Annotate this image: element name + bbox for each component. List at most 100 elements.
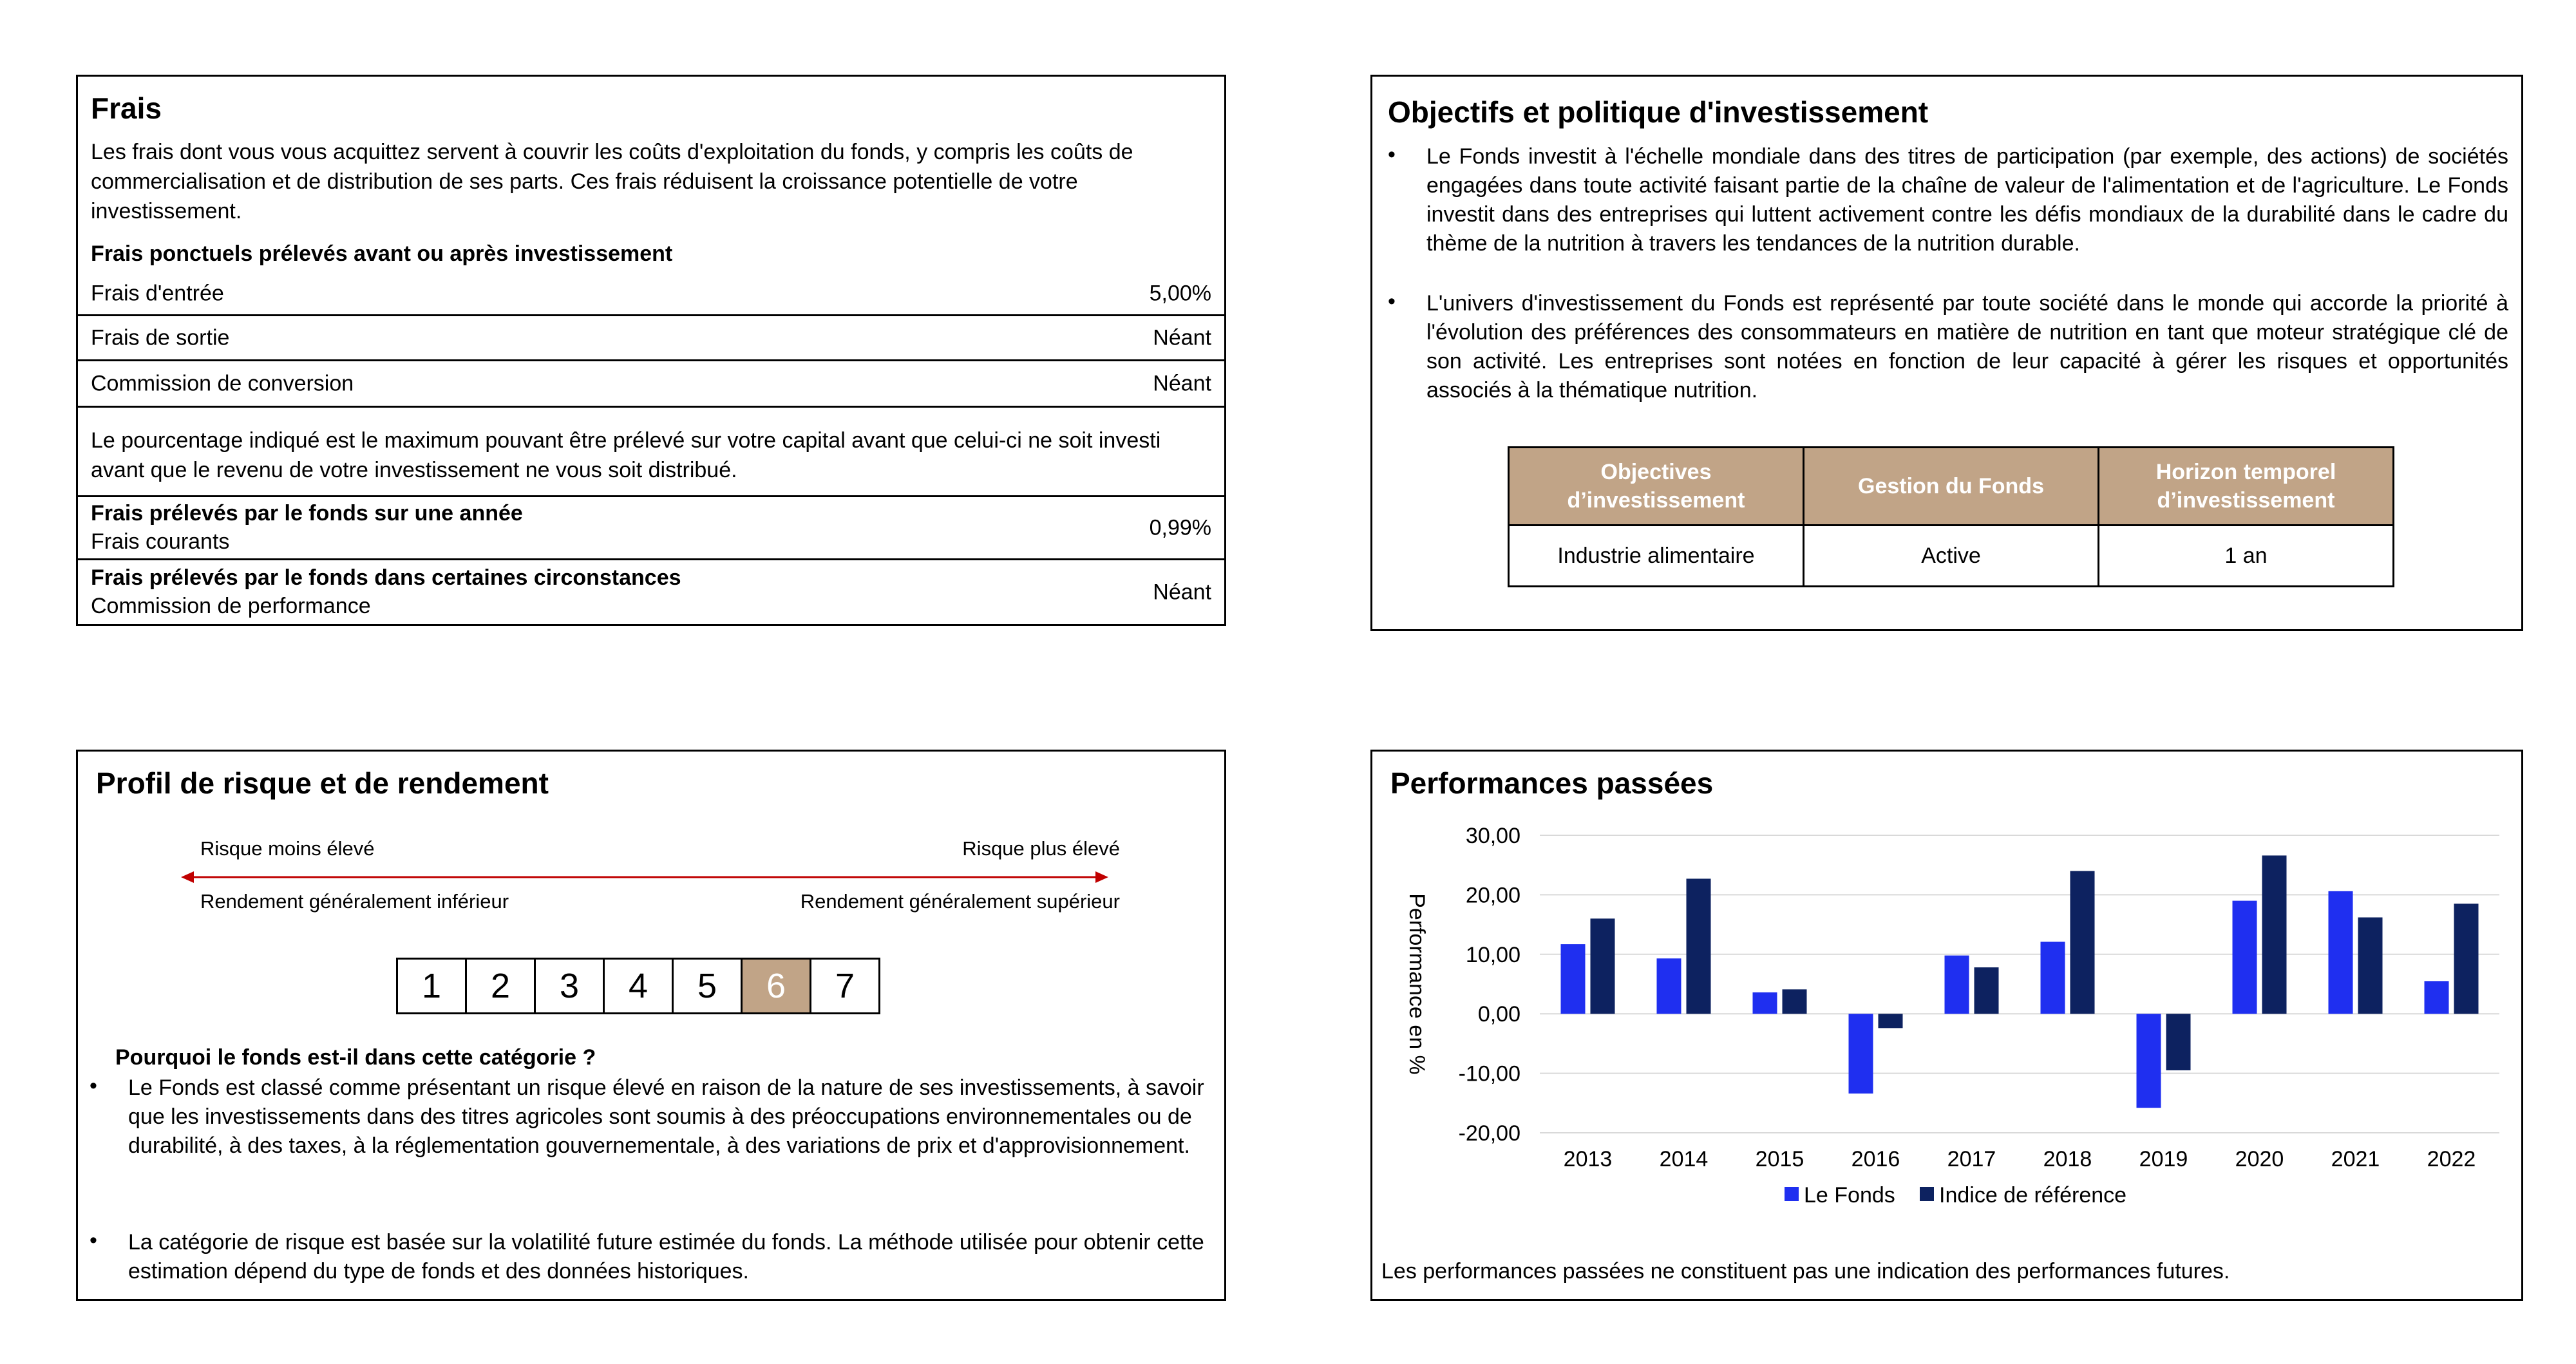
frais-sortie-value: Néant xyxy=(1153,325,1211,350)
risk-level-2: 2 xyxy=(465,958,536,1014)
bar-fund-2017 xyxy=(1944,955,1969,1014)
bar-fund-2022 xyxy=(2424,981,2449,1014)
legend-label: Le Fonds xyxy=(1804,1183,1895,1208)
x-tick-label: 2019 xyxy=(2139,1147,2188,1171)
legend-label: Indice de référence xyxy=(1939,1183,2126,1208)
risk-high-label: Risque plus élevé xyxy=(962,837,1120,860)
objectifs-table-cell-horizon: 1 an xyxy=(2098,524,2394,587)
risk-level-4: 4 xyxy=(603,958,674,1014)
bar-fund-2016 xyxy=(1848,1014,1873,1094)
bullet-icon: • xyxy=(90,1074,97,1098)
objectifs-table-header-gestion: Gestion du Fonds xyxy=(1803,446,2099,526)
risk-low-label: Risque moins élevé xyxy=(200,837,375,860)
x-tick-label: 2014 xyxy=(1660,1147,1709,1171)
profil-title: Profil de risque et de rendement xyxy=(96,766,549,800)
bar-index-2017 xyxy=(1974,967,1999,1014)
frais-conversion-value: Néant xyxy=(1153,371,1211,395)
frais-entree-row: Frais d'entrée 5,00% xyxy=(78,272,1224,316)
frais-entree-value: 5,00% xyxy=(1149,281,1211,305)
frais-ponctuels-heading: Frais ponctuels prélevés avant ou après … xyxy=(91,242,673,266)
y-tick-label: 10,00 xyxy=(1466,943,1520,967)
bar-fund-2018 xyxy=(2040,942,2065,1014)
risk-level-1: 1 xyxy=(396,958,467,1014)
x-tick-label: 2017 xyxy=(1947,1147,1996,1171)
return-low-label: Rendement généralement inférieur xyxy=(200,890,509,913)
risk-arrow-icon xyxy=(181,871,1108,883)
bar-index-2013 xyxy=(1590,918,1615,1014)
x-tick-label: 2016 xyxy=(1852,1147,1900,1171)
x-tick-label: 2022 xyxy=(2427,1147,2476,1171)
objectifs-table-header-objectives: Objectives d’investissement xyxy=(1508,446,1804,526)
bar-index-2014 xyxy=(1686,878,1711,1014)
frais-performance-value: Néant xyxy=(1153,580,1211,604)
frais-title: Frais xyxy=(91,91,162,125)
risk-level-7: 7 xyxy=(810,958,880,1014)
bar-index-2015 xyxy=(1782,989,1807,1014)
objectifs-table-cell-objectives: Industrie alimentaire xyxy=(1508,524,1804,587)
legend-swatch xyxy=(1920,1187,1934,1201)
bar-fund-2013 xyxy=(1560,944,1586,1014)
risk-level-3: 3 xyxy=(534,958,605,1014)
profil-bullet-1: Le Fonds est classé comme présentant un … xyxy=(128,1075,1204,1158)
performances-title: Performances passées xyxy=(1390,766,1714,800)
bullet-icon: • xyxy=(1388,289,1396,314)
risk-scale: 1 2 3 4 5 6 7 xyxy=(396,958,880,1014)
bar-index-2018 xyxy=(2070,871,2095,1014)
bar-index-2019 xyxy=(2166,1014,2191,1070)
frais-courants-value: 0,99% xyxy=(1149,515,1211,540)
legend-swatch xyxy=(1785,1187,1799,1201)
y-tick-label: -10,00 xyxy=(1459,1062,1520,1086)
frais-circonstances-row: Frais prélevés par le fonds dans certain… xyxy=(78,560,1224,624)
risk-level-5: 5 xyxy=(672,958,743,1014)
x-tick-label: 2013 xyxy=(1564,1147,1613,1171)
why-heading: Pourquoi le fonds est-il dans cette caté… xyxy=(115,1045,596,1070)
risk-level-6: 6 xyxy=(741,958,811,1014)
frais-performance-label: Commission de performance xyxy=(91,594,371,618)
bar-index-2021 xyxy=(2358,917,2383,1014)
profil-panel: Profil de risque et de rendement Risque … xyxy=(76,750,1226,1301)
bullet-icon: • xyxy=(90,1228,97,1253)
frais-annee-heading: Frais prélevés par le fonds sur une anné… xyxy=(91,501,523,526)
objectifs-bullet-2: L'univers d'investissement du Fonds est … xyxy=(1426,291,2508,403)
frais-annee-row: Frais prélevés par le fonds sur une anné… xyxy=(78,497,1224,560)
bar-fund-2019 xyxy=(2136,1014,2161,1108)
frais-courants-label: Frais courants xyxy=(91,529,230,554)
objectifs-table: Objectives d’investissement Gestion du F… xyxy=(1508,446,2394,587)
profil-bullet-2: La catégorie de risque est basée sur la … xyxy=(128,1230,1204,1283)
x-tick-label: 2021 xyxy=(2331,1147,2380,1171)
return-high-label: Rendement généralement supérieur xyxy=(800,890,1120,913)
y-tick-label: 0,00 xyxy=(1478,1002,1520,1027)
bar-fund-2020 xyxy=(2232,900,2257,1014)
performances-panel: Performances passées -20,00 -10,00 0,00 10,… xyxy=(1370,750,2523,1301)
objectifs-table-cell-gestion: Active xyxy=(1803,524,2099,587)
bar-index-2016 xyxy=(1878,1014,1903,1028)
x-tick-label: 2015 xyxy=(1756,1147,1804,1171)
y-axis-title: Performance en % xyxy=(1405,893,1429,1075)
frais-note: Le pourcentage indiqué est le maximum po… xyxy=(91,428,1161,482)
frais-panel: Frais Les frais dont vous vous acquittez… xyxy=(76,75,1226,626)
objectifs-table-header-horizon: Horizon temporel d’investissement xyxy=(2098,446,2394,526)
frais-note-row: Le pourcentage indiqué est le maximum po… xyxy=(78,408,1224,540)
x-tick-label: 2020 xyxy=(2235,1147,2284,1171)
bar-index-2020 xyxy=(2262,855,2287,1014)
frais-intro: Les frais dont vous vous acquittez serve… xyxy=(91,140,1133,223)
performances-footnote: Les performances passées ne constituent … xyxy=(1381,1259,2230,1283)
objectifs-title: Objectifs et politique d'investissement xyxy=(1388,95,1929,129)
objectifs-bullet-1: Le Fonds investit à l'échelle mondiale d… xyxy=(1426,144,2508,256)
frais-conversion-label: Commission de conversion xyxy=(91,371,354,395)
bar-fund-2015 xyxy=(1752,992,1777,1014)
bullet-icon: • xyxy=(1388,142,1396,167)
bar-fund-2021 xyxy=(2328,891,2353,1014)
objectifs-panel: Objectifs et politique d'investissement … xyxy=(1370,75,2523,631)
y-tick-label: -20,00 xyxy=(1459,1121,1520,1146)
performance-chart: -20,00 -10,00 0,00 10,00 20,00 30,00 Performan… xyxy=(1405,824,2499,1208)
y-tick-label: 20,00 xyxy=(1466,883,1520,907)
bar-index-2022 xyxy=(2454,904,2479,1014)
bar-fund-2014 xyxy=(1656,958,1681,1014)
frais-entree-label: Frais d'entrée xyxy=(91,281,224,305)
frais-conversion-row: Commission de conversion Néant xyxy=(78,361,1224,408)
divider xyxy=(78,495,1224,497)
frais-sortie-row: Frais de sortie Néant xyxy=(78,316,1224,361)
frais-sortie-label: Frais de sortie xyxy=(91,325,230,350)
frais-circonstances-heading: Frais prélevés par le fonds dans certain… xyxy=(91,565,681,590)
